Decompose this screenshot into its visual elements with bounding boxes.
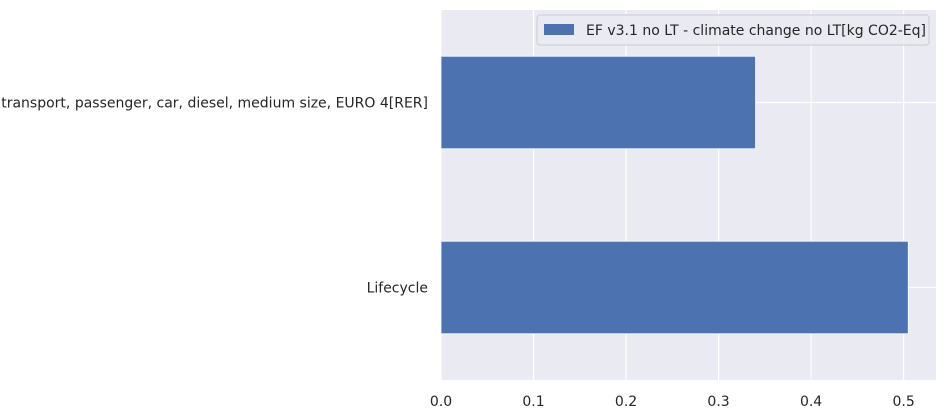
x-tick-label: 0.2	[615, 394, 637, 410]
legend: EF v3.1 no LT - climate change no LT[kg …	[536, 14, 930, 46]
y-tick-label: transport, passenger, car, diesel, mediu…	[1, 96, 428, 112]
x-tick-labels: 0.0 0.1 0.2 0.3 0.4 0.5	[430, 394, 915, 410]
x-tick-label: 0.1	[522, 394, 544, 410]
x-tick-label: 0.5	[892, 394, 914, 410]
bar	[440, 240, 909, 335]
legend-label: EF v3.1 no LT - climate change no LT[kg …	[586, 23, 926, 39]
x-tick-label: 0.0	[430, 394, 452, 410]
bars	[440, 55, 909, 335]
legend-swatch	[544, 24, 574, 35]
y-tick-label: Lifecycle	[367, 281, 428, 297]
x-tick-label: 0.3	[707, 394, 729, 410]
y-tick-labels: Lifecycle transport, passenger, car, dies…	[1, 96, 428, 297]
legend-box	[536, 14, 930, 46]
bar	[440, 55, 756, 150]
x-tick-label: 0.4	[800, 394, 822, 410]
